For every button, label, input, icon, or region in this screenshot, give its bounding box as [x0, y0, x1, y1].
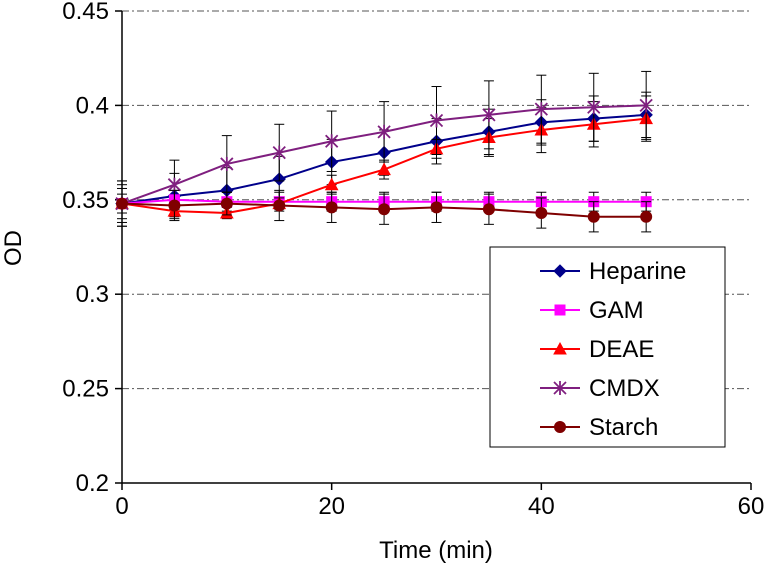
data-point [482, 203, 495, 216]
data-point [116, 197, 128, 210]
x-axis-ticks: 0 20 40 60 [115, 483, 764, 520]
legend-box [489, 246, 726, 448]
data-point [377, 124, 391, 139]
series-starch [116, 180, 653, 233]
data-point [587, 100, 601, 115]
legend-marker [553, 341, 567, 355]
y-tick-label: 0.45 [62, 0, 109, 25]
legend-marker [554, 304, 566, 316]
y-tick-label: 0.2 [76, 470, 109, 497]
legend-marker [554, 421, 566, 433]
x-tick-label: 0 [115, 493, 128, 520]
legend-label: DEAE [589, 336, 654, 363]
data-point [430, 201, 443, 214]
data-point [534, 102, 548, 117]
legend: Heparine GAM DEAE CMDX Starch [489, 246, 726, 448]
data-point [168, 199, 181, 212]
legend-item-heparine: Heparine [540, 258, 686, 285]
x-tick-label: 60 [738, 493, 765, 520]
data-point [324, 177, 339, 191]
legend-label: Heparine [589, 258, 686, 285]
legend-label: Starch [589, 414, 658, 441]
y-tick-label: 0.4 [76, 92, 109, 119]
axes [121, 11, 751, 484]
data-point [587, 210, 600, 223]
legend-item-cmdx: CMDX [540, 375, 660, 402]
legend-marker [553, 264, 567, 278]
data-point [273, 199, 286, 212]
data-point [325, 201, 338, 214]
plot-area [115, 70, 654, 233]
legend-label: CMDX [589, 375, 660, 402]
legend-marker [553, 381, 567, 395]
legend-item-starch: Starch [540, 414, 658, 441]
legend-item-deae: DEAE [540, 336, 654, 363]
data-point [272, 145, 286, 160]
data-point [535, 207, 548, 220]
data-point [639, 98, 653, 113]
y-tick-label: 0.35 [62, 187, 109, 214]
data-point [482, 107, 496, 122]
y-tick-label: 0.3 [76, 281, 109, 308]
data-point [640, 210, 653, 223]
data-point [377, 162, 391, 176]
x-tick-label: 40 [528, 493, 555, 520]
x-axis-title: Time (min) [379, 537, 493, 564]
legend-item-gam: GAM [540, 297, 644, 324]
data-point [167, 177, 182, 192]
data-point [220, 197, 233, 210]
y-tick-label: 0.25 [62, 376, 109, 403]
y-axis-ticks: 0.2 0.25 0.3 0.35 0.4 0.45 [62, 0, 122, 497]
data-point [220, 156, 234, 171]
legend-label: GAM [589, 297, 644, 324]
x-tick-label: 20 [318, 493, 345, 520]
data-point [325, 134, 339, 149]
data-point [429, 113, 444, 128]
y-axis-title: OD [0, 230, 27, 266]
data-point [378, 203, 391, 216]
